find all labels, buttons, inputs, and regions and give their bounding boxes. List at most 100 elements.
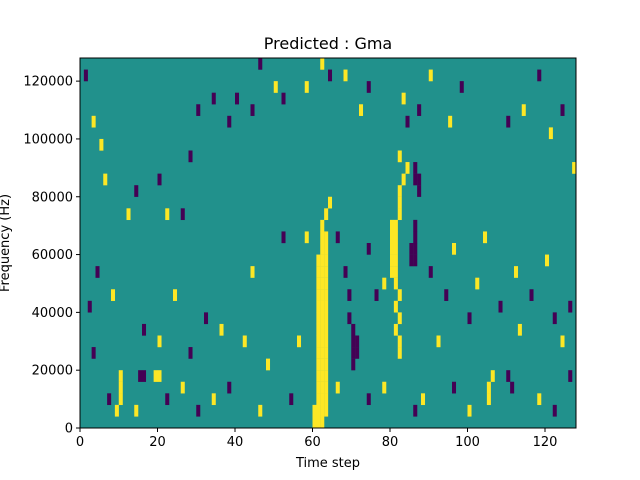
heatmap-cell xyxy=(397,150,402,163)
heatmap-cell xyxy=(393,300,398,313)
heatmap-cell xyxy=(413,231,418,244)
heatmap-cell xyxy=(304,231,309,244)
heatmap-cell xyxy=(517,323,522,336)
plot-frame xyxy=(79,57,577,429)
heatmap-cell xyxy=(448,115,453,128)
heatmap-cell xyxy=(343,69,348,82)
heatmap-cell xyxy=(397,208,402,221)
heatmap-cell xyxy=(552,404,557,417)
heatmap-cell xyxy=(560,335,565,348)
heatmap-cell xyxy=(417,173,422,186)
heatmap-cell xyxy=(413,254,418,267)
chart-title: Predicted : Gma xyxy=(264,34,392,53)
heatmap-cell xyxy=(444,289,449,301)
heatmap-cell xyxy=(393,254,398,267)
heatmap-cell xyxy=(514,266,519,278)
heatmap-cell xyxy=(180,208,185,221)
heatmap-cell xyxy=(428,266,433,278)
heatmap-cell xyxy=(393,243,398,255)
heatmap-cell xyxy=(421,393,426,406)
heatmap-cell xyxy=(289,393,294,406)
heatmap-cell xyxy=(390,219,395,232)
heatmap-cell xyxy=(227,115,232,128)
heatmap-cell xyxy=(316,300,321,313)
heatmap-cell xyxy=(304,81,309,93)
heatmap-cell xyxy=(335,381,340,394)
heatmap-cell xyxy=(355,335,360,348)
heatmap-cell xyxy=(405,162,410,174)
heatmap-cell xyxy=(397,196,402,209)
heatmap-cell xyxy=(409,254,414,267)
heatmap-cell xyxy=(320,58,325,70)
heatmap-cell xyxy=(118,393,123,406)
heatmap-cell xyxy=(320,300,325,313)
x-axis-label: Time step xyxy=(295,456,360,471)
heatmap-cell xyxy=(320,335,325,348)
heatmap-cell xyxy=(324,370,329,382)
heatmap-cell xyxy=(320,277,325,290)
y-tick-label: 20000 xyxy=(32,364,73,379)
heatmap-cell xyxy=(351,335,356,348)
heatmap-cell xyxy=(397,335,402,348)
heatmap-cell xyxy=(87,300,92,313)
y-axis-ticks: 0 20000 40000 60000 80000 100000 120000 xyxy=(23,75,80,437)
heatmap-cell xyxy=(297,335,302,348)
heatmap-cell xyxy=(436,335,441,348)
heatmap-cell xyxy=(316,416,321,429)
heatmap-cell xyxy=(347,312,352,325)
heatmap-cell xyxy=(142,370,147,382)
heatmap-cell xyxy=(506,370,511,382)
heatmap-cell xyxy=(324,266,329,278)
heatmap-cell xyxy=(393,266,398,278)
heatmap-cell xyxy=(568,300,573,313)
heatmap-cell xyxy=(324,335,329,348)
heatmap-cell xyxy=(324,358,329,371)
heatmap-cell xyxy=(560,104,565,116)
heatmap-cell xyxy=(316,277,321,290)
heatmap-cell xyxy=(320,312,325,325)
x-tick-label: 40 xyxy=(227,435,244,450)
heatmap-cell xyxy=(316,323,321,336)
heatmap-cell xyxy=(397,185,402,197)
heatmap-cell xyxy=(351,323,356,336)
heatmap-cell xyxy=(138,370,143,382)
heatmap-cell xyxy=(568,370,573,382)
heatmap-cell xyxy=(320,347,325,359)
heatmap-cell xyxy=(188,150,193,163)
heatmap-cell xyxy=(393,231,398,244)
heatmap-cell xyxy=(390,231,395,244)
heatmap-cell xyxy=(409,243,414,255)
heatmap-cell xyxy=(211,92,216,105)
heatmap-cell xyxy=(266,358,271,371)
heatmap-cell xyxy=(316,347,321,359)
heatmap-cell xyxy=(316,266,321,278)
heatmap-cell xyxy=(548,127,553,140)
heatmap-cell xyxy=(242,335,247,348)
heatmap-cell xyxy=(312,404,317,417)
heatmap-cell xyxy=(165,393,170,406)
heatmap-cell xyxy=(320,358,325,371)
heatmap-cell xyxy=(320,393,325,406)
heatmap-cell xyxy=(382,277,387,290)
heatmap-cell xyxy=(320,219,325,232)
heatmap-cell xyxy=(320,370,325,382)
heatmap-cell xyxy=(537,393,542,406)
heatmap-cell xyxy=(173,289,178,301)
heatmap-cell xyxy=(118,381,123,394)
heatmap-cell xyxy=(366,81,371,93)
heatmap-cell xyxy=(180,381,185,394)
heatmap-cell xyxy=(320,243,325,255)
heatmap-cell xyxy=(316,312,321,325)
heatmap-cell xyxy=(91,115,96,128)
heatmap-cell xyxy=(401,173,406,186)
heatmap-cell xyxy=(486,381,491,394)
heatmap-cell xyxy=(572,162,577,174)
y-tick-label: 100000 xyxy=(23,132,73,147)
heatmap-cell xyxy=(413,404,418,417)
heatmap-cell xyxy=(382,381,387,394)
heatmap-cell xyxy=(390,266,395,278)
heatmap-cell xyxy=(328,69,333,82)
heatmap-cell xyxy=(320,289,325,301)
heatmap-cell xyxy=(324,277,329,290)
